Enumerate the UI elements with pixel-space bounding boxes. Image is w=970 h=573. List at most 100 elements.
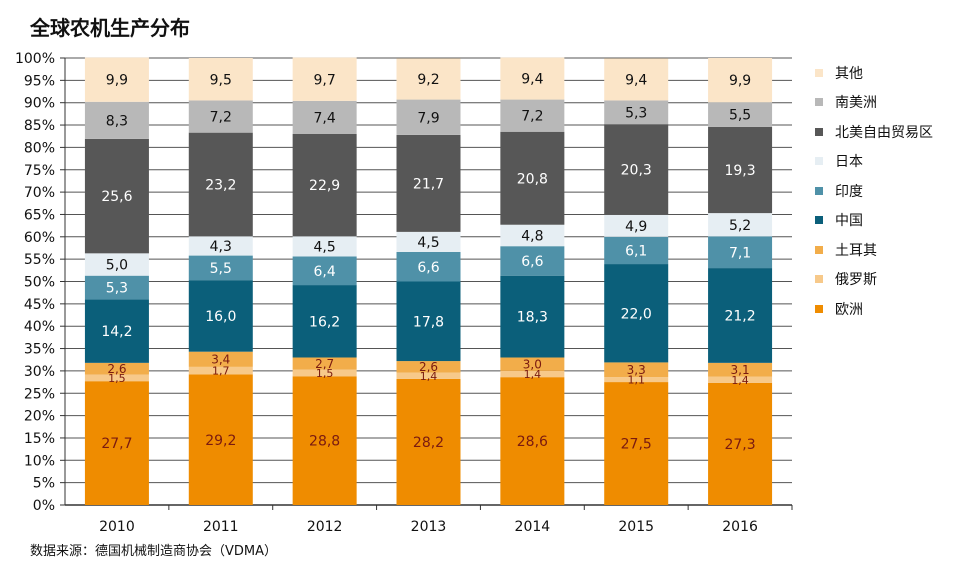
- y-tick-label: 75%: [24, 163, 55, 179]
- data-label: 21,7: [413, 176, 444, 192]
- data-label: 9,4: [521, 72, 543, 88]
- y-tick-label: 20%: [24, 409, 55, 425]
- data-label: 1,4: [731, 374, 749, 387]
- data-label: 9,7: [314, 72, 336, 88]
- bar-segment: [604, 264, 669, 363]
- data-label: 1,7: [212, 365, 230, 378]
- bar-segment: [500, 275, 565, 358]
- data-label: 1,4: [420, 370, 438, 383]
- legend-swatch: [815, 98, 823, 107]
- data-label: 5,5: [729, 108, 751, 124]
- legend-item: 欧洲: [815, 294, 965, 324]
- data-label: 28,8: [309, 434, 340, 450]
- y-tick-label: 90%: [24, 96, 55, 112]
- legend-label: 欧洲: [835, 301, 863, 318]
- data-label: 3,1: [731, 363, 750, 377]
- y-tick-label: 100%: [15, 51, 55, 67]
- bar-segment: [500, 246, 565, 276]
- legend-label: 南美洲: [835, 95, 877, 112]
- bar-segment: [396, 134, 461, 232]
- x-tick-label: 2016: [722, 519, 758, 535]
- y-tick-label: 70%: [24, 185, 55, 201]
- bar-segment: [708, 213, 773, 237]
- data-label: 5,5: [210, 261, 232, 277]
- bar-segment: [500, 131, 565, 225]
- bar-segment: [604, 362, 669, 378]
- legend-item: 中国: [815, 206, 965, 236]
- bar-segment: [604, 377, 669, 383]
- bar-segment: [84, 101, 149, 139]
- chart-legend: 其他 南美洲 北美自由贸易区 日本 印度 中国 土耳其 俄罗斯 欧洲: [815, 58, 965, 324]
- bar-segment: [708, 126, 773, 214]
- data-label: 9,4: [625, 72, 647, 88]
- bar-segment: [500, 57, 565, 100]
- legend-label: 其他: [835, 65, 863, 82]
- data-label: 29,2: [205, 433, 236, 449]
- data-label: 27,5: [621, 437, 652, 453]
- legend-swatch: [815, 304, 823, 313]
- legend-swatch: [815, 157, 823, 166]
- data-label: 8,3: [106, 113, 128, 129]
- bar-segment: [292, 357, 357, 370]
- bar-segment: [396, 372, 461, 379]
- data-label: 3,3: [627, 363, 646, 377]
- data-label: 14,2: [101, 324, 132, 340]
- bar-segment: [708, 236, 773, 269]
- bar-segment: [396, 251, 461, 282]
- y-tick-label: 35%: [24, 342, 55, 358]
- y-tick-label: 40%: [24, 319, 55, 335]
- data-label: 9,9: [106, 73, 128, 89]
- bar-segment: [84, 362, 149, 375]
- data-label: 2,6: [419, 360, 438, 374]
- legend-swatch: [815, 245, 823, 254]
- x-tick-label: 2013: [411, 519, 447, 535]
- legend-label: 北美自由贸易区: [835, 124, 933, 141]
- legend-label: 日本: [835, 154, 863, 171]
- data-label: 6,1: [625, 243, 647, 259]
- legend-item: 俄罗斯: [815, 265, 965, 295]
- bar-segment: [292, 236, 357, 257]
- bar-segment: [292, 285, 357, 358]
- data-label: 22,9: [309, 178, 340, 194]
- data-label: 1,1: [627, 374, 645, 387]
- data-label: 4,8: [521, 228, 543, 244]
- data-label: 28,2: [413, 435, 444, 451]
- legend-item: 其他: [815, 58, 965, 88]
- bar-segment: [708, 376, 773, 383]
- bar-segment: [708, 268, 773, 363]
- bar-segment: [188, 351, 253, 367]
- data-label: 4,3: [210, 239, 232, 255]
- data-label: 6,4: [314, 264, 336, 280]
- bar-segment: [84, 57, 149, 102]
- legend-label: 土耳其: [835, 242, 877, 259]
- data-label: 7,2: [210, 110, 232, 126]
- bar-segment: [708, 382, 773, 505]
- x-tick-label: 2010: [99, 519, 135, 535]
- data-label: 21,2: [724, 309, 755, 325]
- bar-segment: [84, 374, 149, 382]
- legend-swatch: [815, 216, 823, 225]
- data-label: 27,7: [101, 436, 132, 452]
- data-label: 4,5: [314, 239, 336, 255]
- bar-segment: [396, 361, 461, 373]
- data-label: 7,4: [314, 110, 336, 126]
- bar-segment: [292, 100, 357, 134]
- bar-segment: [84, 138, 149, 254]
- data-label: 5,3: [106, 281, 128, 297]
- legend-item: 日本: [815, 147, 965, 177]
- legend-label: 俄罗斯: [835, 272, 877, 289]
- legend-item: 南美洲: [815, 88, 965, 118]
- bar-segment: [604, 214, 669, 237]
- data-label: 9,2: [417, 72, 439, 88]
- y-tick-label: 25%: [24, 386, 55, 402]
- y-tick-label: 45%: [24, 297, 55, 313]
- data-label: 22,0: [621, 306, 652, 322]
- data-label: 20,8: [517, 171, 548, 187]
- y-tick-label: 0%: [33, 498, 55, 514]
- data-label: 9,9: [729, 73, 751, 89]
- bar-segment: [500, 370, 565, 378]
- data-label: 5,3: [625, 105, 647, 121]
- legend-item: 土耳其: [815, 235, 965, 265]
- bar-segment: [292, 57, 357, 101]
- bar-segment: [188, 58, 253, 101]
